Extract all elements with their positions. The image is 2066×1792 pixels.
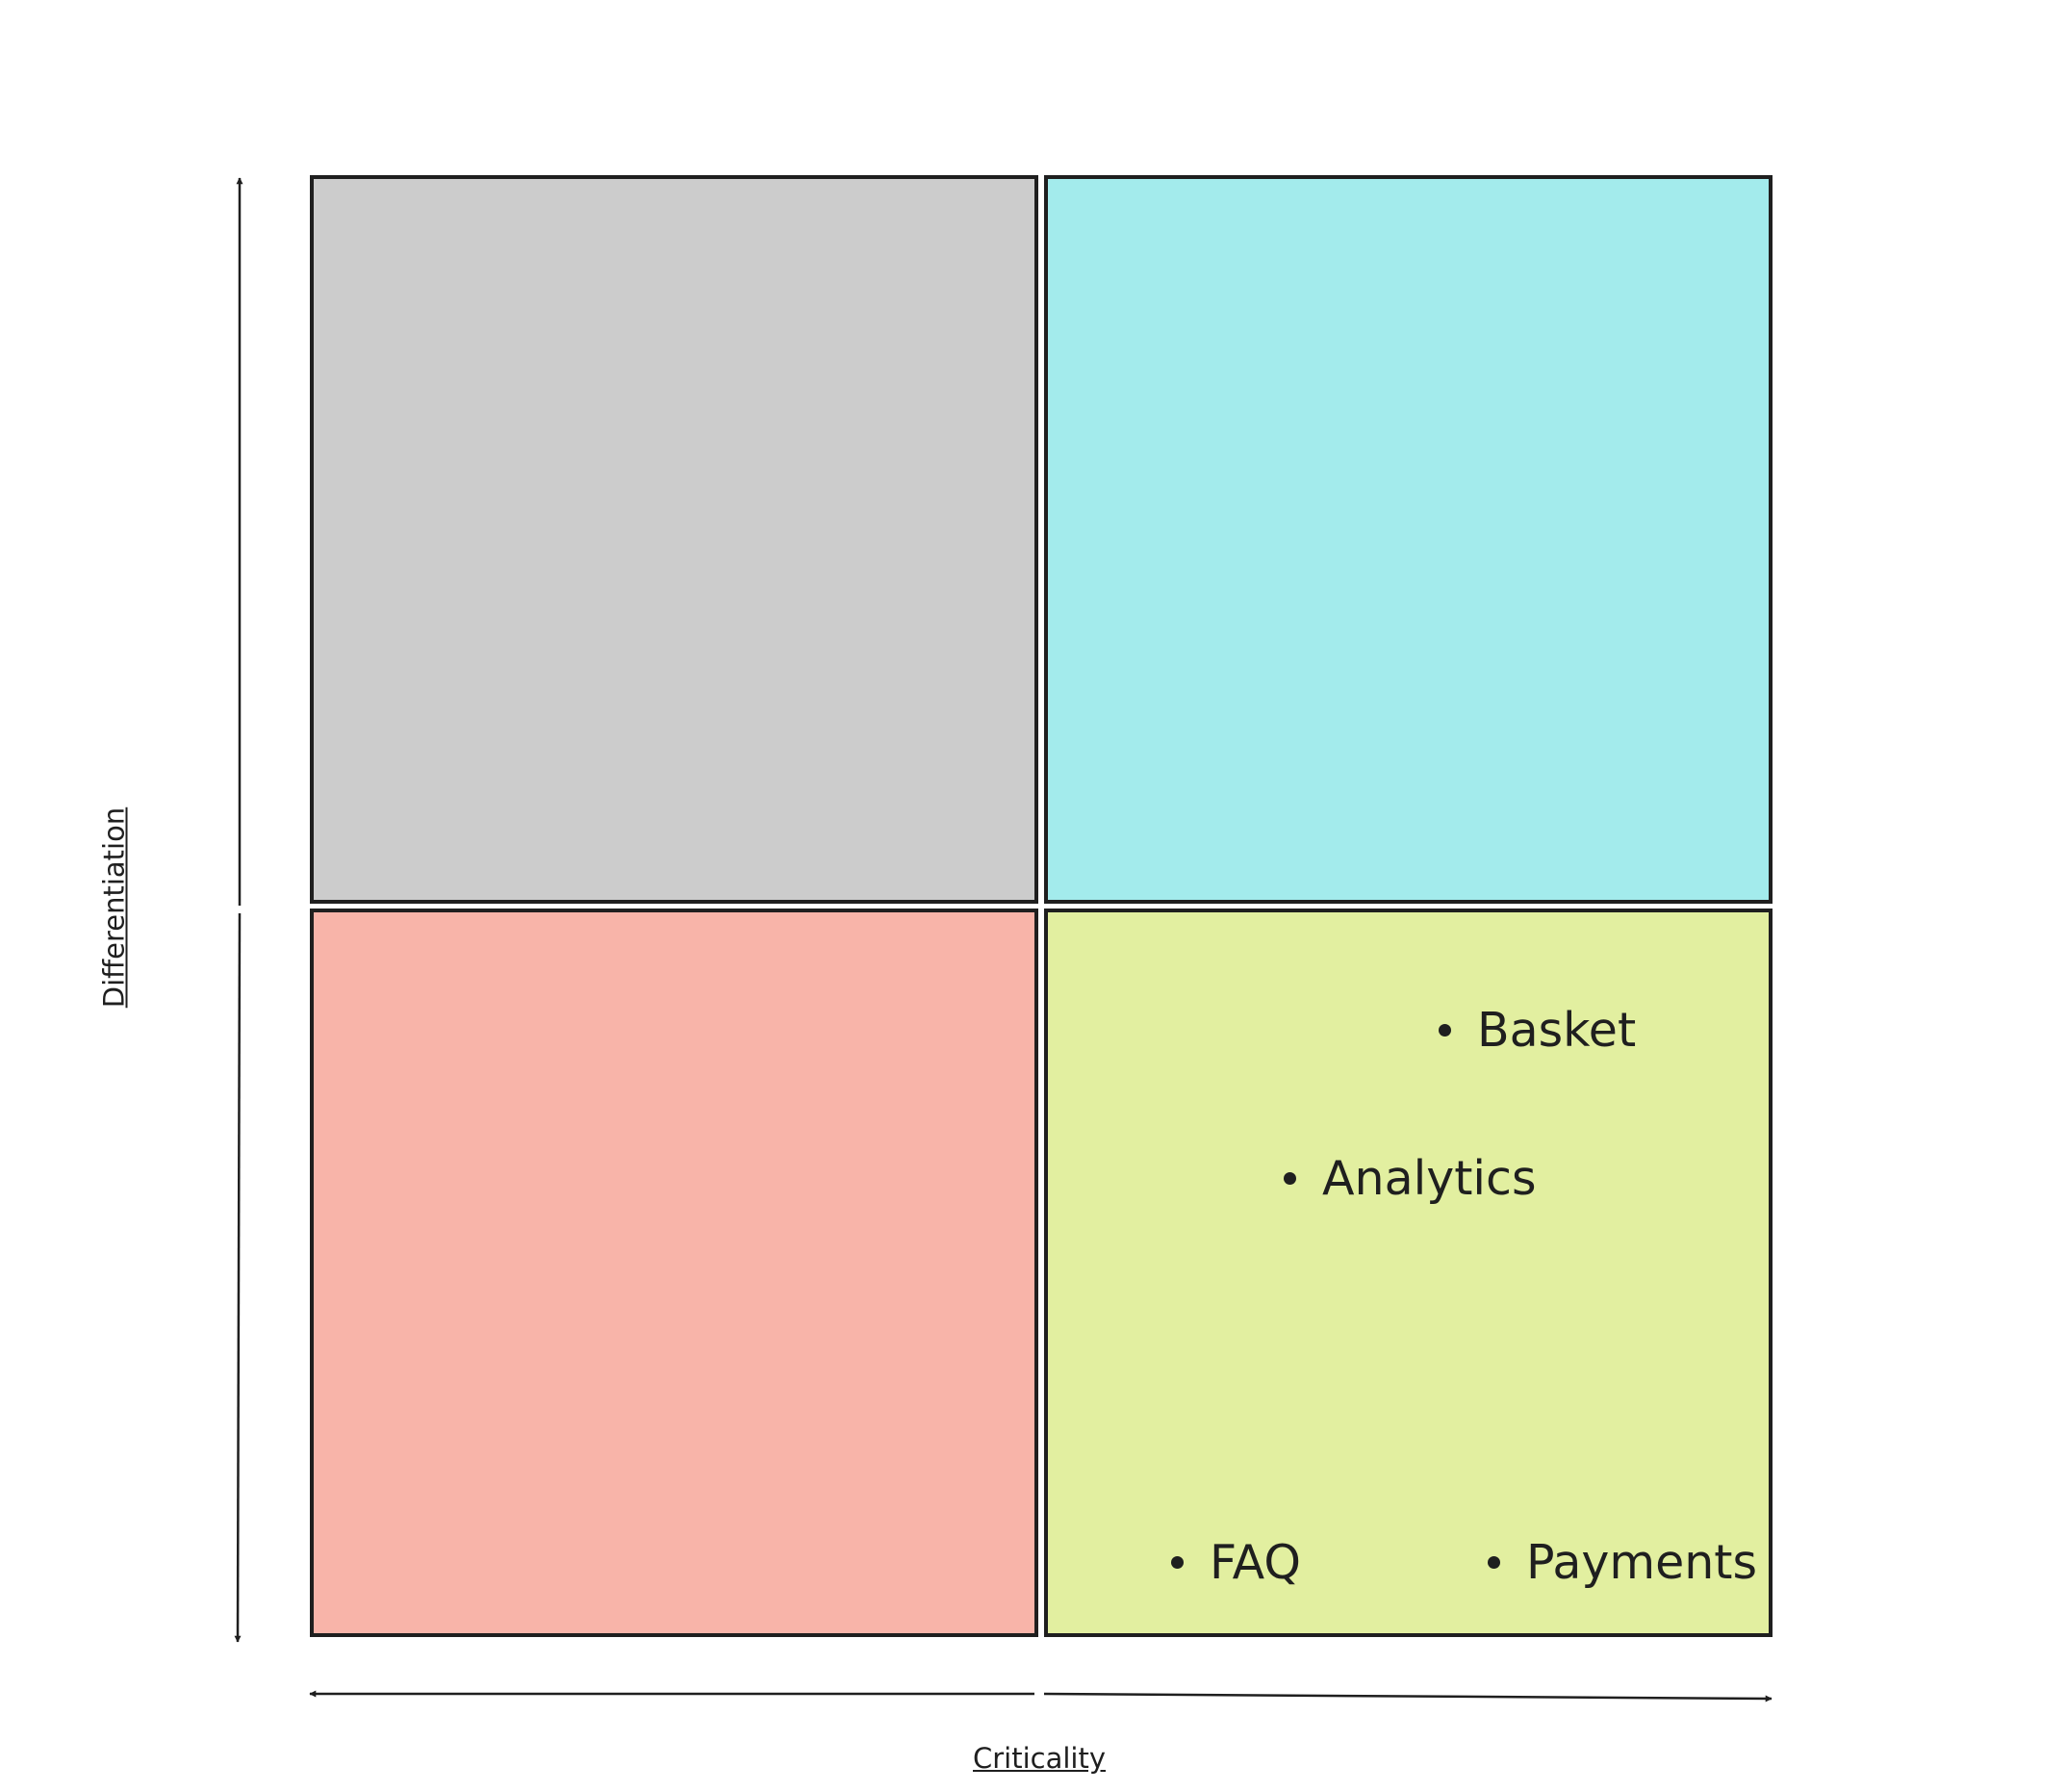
y-axis-label: Differentiation	[97, 806, 131, 1009]
bullet-icon	[1439, 1024, 1451, 1037]
quadrant-bottom-left	[310, 909, 1038, 1637]
quadrant-bottom-right	[1044, 909, 1773, 1637]
y-axis-arrow-down	[234, 912, 242, 1643]
x-axis-label: Criticality	[972, 1742, 1107, 1775]
x-axis-arrow-right	[1043, 1692, 1773, 1702]
item-faq: FAQ	[1171, 1539, 1301, 1586]
y-axis-arrow	[234, 177, 243, 1643]
x-axis-arrow	[309, 1690, 1773, 1702]
quadrant-top-left	[310, 175, 1038, 904]
item-label: Basket	[1477, 1003, 1637, 1058]
item-basket: Basket	[1439, 1007, 1636, 1054]
bullet-icon	[1488, 1556, 1500, 1569]
item-label: Analytics	[1322, 1151, 1537, 1206]
item-label: FAQ	[1210, 1535, 1301, 1590]
quadrant-top-right	[1044, 175, 1773, 904]
bullet-icon	[1284, 1172, 1296, 1185]
item-payments: Payments	[1488, 1539, 1757, 1586]
bullet-icon	[1171, 1556, 1184, 1569]
item-analytics: Analytics	[1284, 1155, 1537, 1202]
item-label: Payments	[1526, 1535, 1758, 1590]
